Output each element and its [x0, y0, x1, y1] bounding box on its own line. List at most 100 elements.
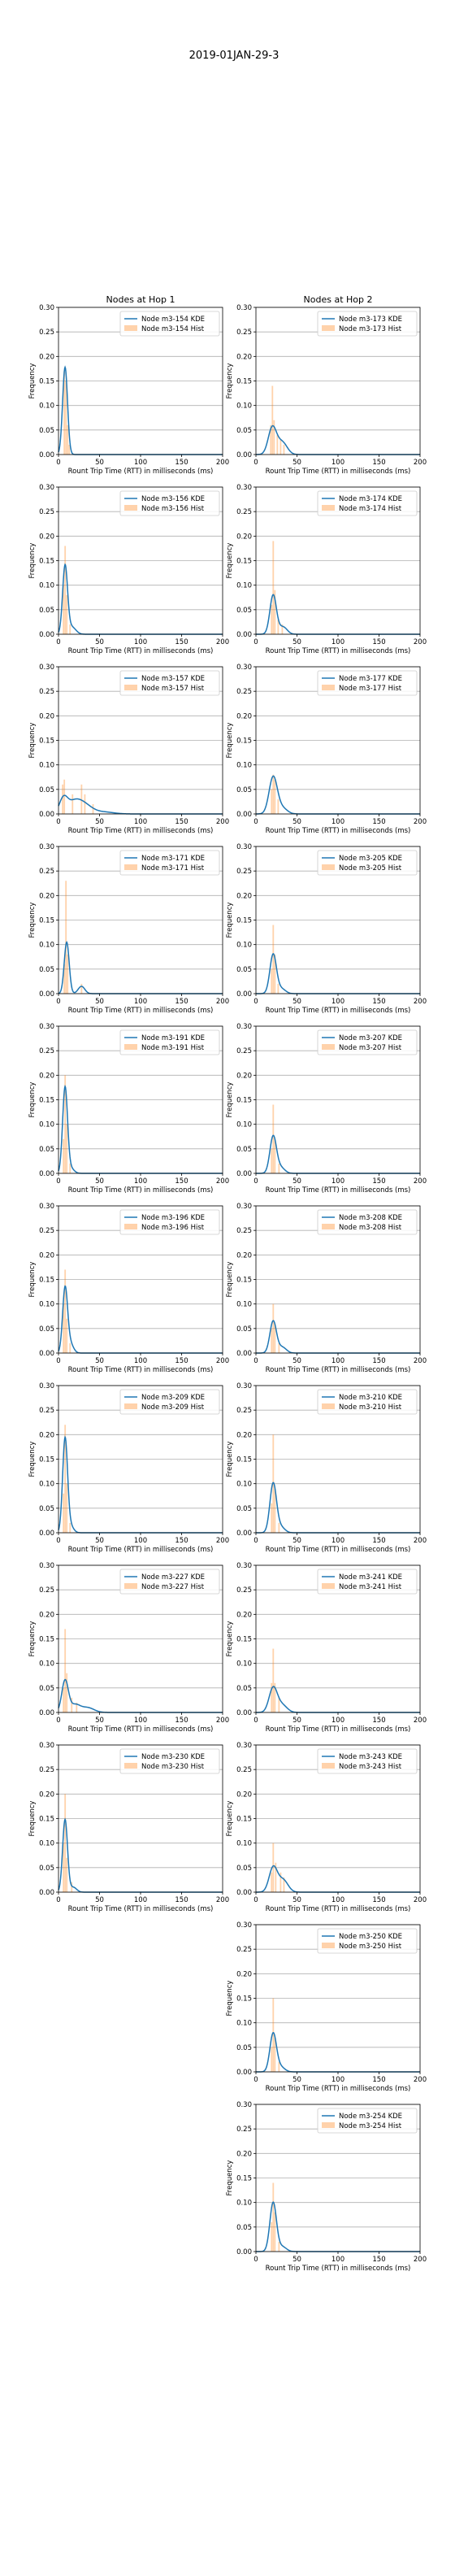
y-tick-label: 0.00	[236, 451, 252, 459]
hist-bar	[64, 1794, 67, 1892]
legend-box	[119, 311, 220, 337]
x-tick-label: 0	[254, 998, 258, 1006]
y-tick-label: 0.05	[39, 427, 54, 435]
subplot: 0.00 0.05 0.10 0.15 0.20 0.25 0.30 0 50 100 150 200…	[28, 1382, 229, 1554]
y-tick-label: 0.25	[236, 1766, 252, 1774]
y-tick-label: 0.25	[39, 508, 54, 516]
legend-box	[119, 1748, 220, 1774]
legend-hist-label: Node m3-156 Hist	[141, 505, 205, 513]
subplot: 0.00 0.05 0.10 0.15 0.20 0.25 0.30 0 50 100 150 200…	[226, 484, 427, 655]
y-tick-label: 0.25	[236, 329, 252, 337]
x-tick-label: 100	[332, 818, 344, 826]
legend-kde-label: Node m3-154 KDE	[141, 315, 205, 324]
hist-bar	[274, 2037, 276, 2072]
legend-hist-label: Node m3-154 Hist	[141, 325, 205, 333]
x-tick-label: 150	[372, 2076, 385, 2084]
subplot: 0.00 0.05 0.10 0.15 0.20 0.25 0.30 0 50 100 150 200…	[28, 484, 229, 655]
y-tick-label: 0.00	[236, 1350, 252, 1358]
legend-box	[317, 490, 418, 516]
x-tick-label: 100	[134, 459, 147, 467]
x-tick-label: 50	[95, 1717, 104, 1725]
legend-hist-swatch	[322, 864, 335, 870]
y-tick-label: 0.30	[39, 304, 54, 312]
y-tick-label: 0.15	[39, 1816, 54, 1824]
y-tick-label: 0.30	[39, 1382, 54, 1390]
y-tick-label: 0.15	[39, 1277, 54, 1285]
subplot: 0.00 0.05 0.10 0.15 0.20 0.25 0.30 0 50 100 150 200…	[226, 664, 427, 835]
x-tick-label: 50	[95, 818, 104, 826]
y-tick-label: 0.05	[236, 1505, 252, 1513]
hist-bar	[275, 1862, 277, 1892]
x-tick-label: 0	[56, 1537, 60, 1545]
hist-bar	[66, 1124, 68, 1173]
x-tick-label: 100	[134, 1537, 147, 1545]
y-tick-label: 0.00	[39, 990, 54, 999]
y-tick-label: 0.15	[39, 917, 54, 925]
legend-hist-swatch	[124, 864, 137, 870]
subplot: 0.00 0.05 0.10 0.15 0.20 0.25 0.30 0 50 100 150 200…	[28, 1562, 229, 1734]
y-tick-label: 0.05	[236, 1146, 252, 1154]
x-tick-label: 150	[175, 1537, 188, 1545]
y-axis-label: Frequency	[226, 1981, 234, 2017]
hist-bar	[272, 2182, 275, 2252]
kde-line	[256, 2031, 420, 2073]
subplot: 0.00 0.05 0.10 0.15 0.20 0.25 0.30 0 50 100 150 200…	[226, 843, 427, 1015]
y-tick-label: 0.10	[39, 402, 54, 411]
subplot: 0.00 0.05 0.10 0.15 0.20 0.25 0.30 0 50 100 150 200…	[226, 1382, 427, 1554]
y-tick-label: 0.25	[236, 1946, 252, 1954]
kde-line	[58, 365, 223, 455]
x-tick-label: 100	[134, 1717, 147, 1725]
y-tick-label: 0.00	[39, 1170, 54, 1178]
x-tick-label: 0	[254, 1177, 258, 1186]
x-axis-label: Rount Trip Time (RTT) in milliseconds (m…	[68, 1546, 214, 1554]
subplot: 0.00 0.05 0.10 0.15 0.20 0.25 0.30 0 50 100 150 200…	[28, 1203, 229, 1374]
x-tick-label: 100	[332, 2256, 344, 2264]
y-axis-label: Frequency	[28, 1442, 37, 1477]
y-axis-label: Frequency	[28, 1621, 37, 1657]
hist-bar	[271, 385, 274, 455]
y-tick-label: 0.10	[236, 1301, 252, 1309]
x-tick-label: 0	[56, 1896, 60, 1904]
legend-hist-label: Node m3-205 Hist	[339, 864, 402, 872]
x-axis-label: Rount Trip Time (RTT) in milliseconds (m…	[68, 1905, 214, 1913]
hist-bar	[271, 1503, 273, 1533]
x-tick-label: 50	[292, 638, 301, 646]
x-tick-label: 200	[414, 2256, 427, 2264]
y-axis-label: Frequency	[226, 363, 234, 399]
y-tick-label: 0.30	[236, 2101, 252, 2109]
legend-hist-label: Node m3-250 Hist	[339, 1943, 402, 1951]
y-tick-label: 0.10	[39, 1301, 54, 1309]
x-axis-label: Rount Trip Time (RTT) in milliseconds (m…	[266, 2265, 411, 2273]
kde-line	[256, 953, 420, 994]
hist-bar	[64, 546, 67, 634]
legend-kde-label: Node m3-243 KDE	[339, 1753, 402, 1761]
x-tick-label: 200	[216, 998, 229, 1006]
column-title-hop-1: Nodes at Hop 1	[106, 294, 176, 305]
subplot: 0.00 0.05 0.10 0.15 0.20 0.25 0.30 0 50 100 150 200…	[28, 1742, 229, 1913]
x-tick-label: 150	[372, 1717, 385, 1725]
y-tick-label: 0.15	[39, 558, 54, 566]
legend-hist-swatch	[322, 685, 335, 690]
y-tick-label: 0.15	[236, 1636, 252, 1644]
hist-bar	[66, 1673, 68, 1712]
y-tick-label: 0.20	[39, 533, 54, 541]
hist-bar	[63, 371, 66, 455]
subplot-grid: 0.00 0.05 0.10 0.15 0.20 0.25 0.30 0 50 100 150 200…	[28, 304, 427, 2273]
y-tick-label: 0.15	[236, 558, 252, 566]
legend-hist-swatch	[124, 505, 137, 511]
y-axis-label: Frequency	[226, 1442, 234, 1477]
kde-line	[58, 1285, 223, 1354]
legend-box	[317, 1209, 418, 1235]
y-axis-label: Frequency	[226, 1262, 234, 1298]
x-tick-label: 200	[414, 638, 427, 646]
y-tick-label: 0.05	[236, 966, 252, 974]
x-tick-label: 150	[175, 1896, 188, 1904]
x-tick-label: 50	[292, 998, 301, 1006]
y-tick-label: 0.10	[39, 942, 54, 950]
x-tick-label: 200	[414, 1177, 427, 1186]
hist-bar	[281, 624, 284, 634]
y-tick-label: 0.20	[236, 1072, 252, 1080]
legend-kde-label: Node m3-241 KDE	[339, 1573, 402, 1582]
legend-hist-label: Node m3-230 Hist	[141, 1763, 205, 1771]
x-tick-label: 100	[134, 1896, 147, 1904]
